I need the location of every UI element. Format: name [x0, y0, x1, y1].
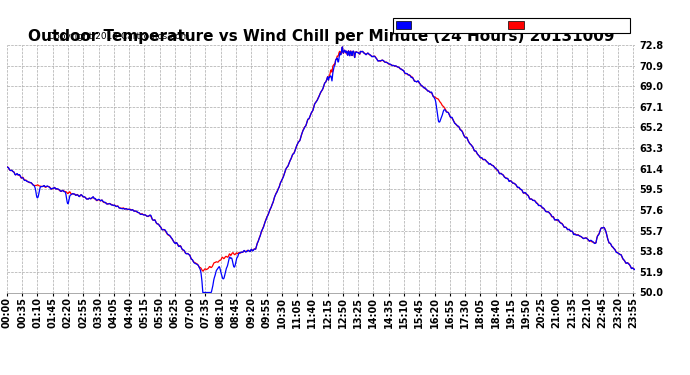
Title: Outdoor Temperature vs Wind Chill per Minute (24 Hours) 20131009: Outdoor Temperature vs Wind Chill per Mi… — [28, 29, 614, 44]
Legend: Wind Chill (°F), Temperature (°F): Wind Chill (°F), Temperature (°F) — [393, 18, 629, 33]
Text: Copyright 2013 Cartronics.com: Copyright 2013 Cartronics.com — [48, 32, 190, 41]
